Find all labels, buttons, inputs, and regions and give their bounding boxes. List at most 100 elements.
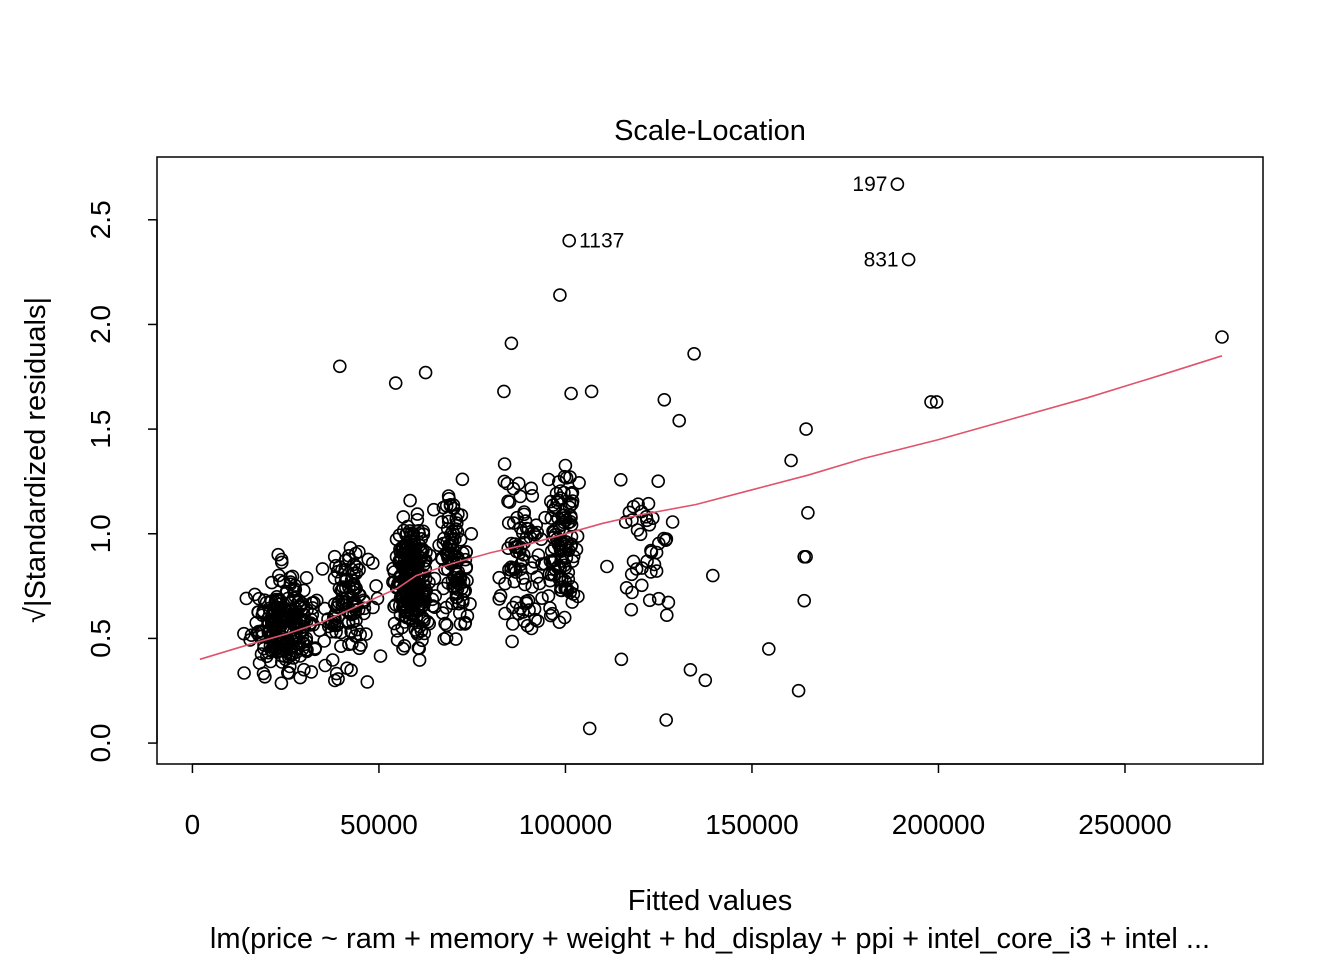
data-point — [659, 608, 674, 623]
data-point — [344, 625, 359, 639]
data-point — [562, 233, 577, 248]
data-point — [651, 591, 666, 606]
data-point — [256, 604, 271, 619]
data-point — [506, 516, 521, 530]
x-tick-label: 50000 — [340, 809, 418, 840]
data-point — [497, 457, 512, 471]
x-axis: 0 50000 100000 150000 200000 250000 — [185, 763, 1172, 840]
data-point — [518, 577, 532, 592]
data-point — [501, 541, 516, 556]
data-point — [649, 564, 664, 578]
data-point — [414, 551, 428, 566]
data-point — [297, 613, 312, 628]
data-point — [271, 547, 286, 562]
data-point — [505, 617, 520, 631]
data-point — [410, 507, 425, 521]
data-point — [243, 633, 257, 647]
data-point — [513, 521, 528, 535]
data-point — [562, 495, 577, 510]
data-point — [524, 621, 539, 636]
data-point — [561, 565, 576, 580]
data-point — [357, 606, 371, 621]
data-point — [350, 622, 364, 637]
y-tick-label: 2.5 — [85, 200, 116, 239]
data-point — [410, 512, 425, 527]
data-point — [1215, 330, 1229, 344]
data-point — [618, 515, 633, 529]
data-point — [633, 527, 648, 542]
data-point — [349, 599, 364, 613]
x-tick-label: 250000 — [1078, 809, 1171, 840]
data-point — [285, 569, 300, 584]
data-point — [343, 540, 358, 555]
data-point — [307, 595, 321, 610]
data-point — [250, 626, 265, 640]
data-point — [558, 574, 573, 588]
data-point — [426, 502, 441, 517]
data-point — [318, 658, 333, 673]
data-point — [929, 395, 944, 409]
data-point — [501, 516, 516, 530]
data-point — [557, 610, 572, 625]
data-point — [705, 568, 720, 583]
data-point — [417, 557, 431, 572]
data-point — [388, 376, 403, 390]
data-point — [647, 557, 662, 572]
data-point — [613, 472, 628, 487]
data-point — [369, 579, 383, 593]
y-tick-label: 1.5 — [85, 410, 116, 449]
data-point — [544, 567, 559, 582]
data-point — [672, 413, 687, 428]
data-point — [572, 475, 586, 490]
data-point — [438, 616, 452, 631]
data-point — [403, 493, 417, 508]
data-point — [251, 605, 266, 620]
data-point — [329, 666, 344, 681]
data-point — [404, 599, 418, 614]
data-point — [360, 675, 375, 689]
data-point — [460, 609, 475, 623]
data-point — [397, 598, 412, 613]
data-point — [634, 504, 649, 519]
data-point — [659, 713, 674, 727]
data-point — [412, 600, 427, 614]
data-point — [525, 488, 540, 503]
data-point — [564, 386, 578, 401]
data-point — [687, 346, 701, 361]
data-point — [273, 597, 288, 611]
data-point — [441, 550, 455, 565]
data-point — [296, 583, 311, 598]
data-point — [315, 562, 330, 576]
data-point — [524, 481, 539, 496]
data-point — [553, 288, 567, 302]
data-point — [555, 517, 570, 532]
data-point — [453, 576, 467, 591]
data-point — [557, 469, 572, 484]
data-point — [553, 484, 568, 498]
data-point — [439, 618, 454, 633]
data-point — [336, 580, 350, 594]
data-point — [404, 551, 418, 566]
data-point — [434, 551, 449, 565]
data-point — [538, 510, 552, 525]
y-tick-label: 0.0 — [85, 724, 116, 763]
data-point — [531, 548, 546, 562]
data-point — [449, 512, 464, 527]
data-point — [614, 652, 629, 667]
point-label: 197 — [852, 173, 887, 196]
data-point — [624, 602, 639, 617]
data-point — [446, 498, 461, 512]
data-point — [412, 641, 427, 656]
data-point — [270, 641, 285, 656]
data-point — [557, 537, 572, 552]
x-tick-label: 100000 — [519, 809, 612, 840]
data-point — [565, 595, 580, 609]
data-point — [492, 570, 507, 585]
data-point — [641, 496, 656, 511]
data-point — [279, 645, 294, 660]
data-point — [409, 610, 424, 625]
data-point — [361, 552, 376, 567]
x-tick-label: 200000 — [892, 809, 985, 840]
data-point — [340, 595, 354, 610]
